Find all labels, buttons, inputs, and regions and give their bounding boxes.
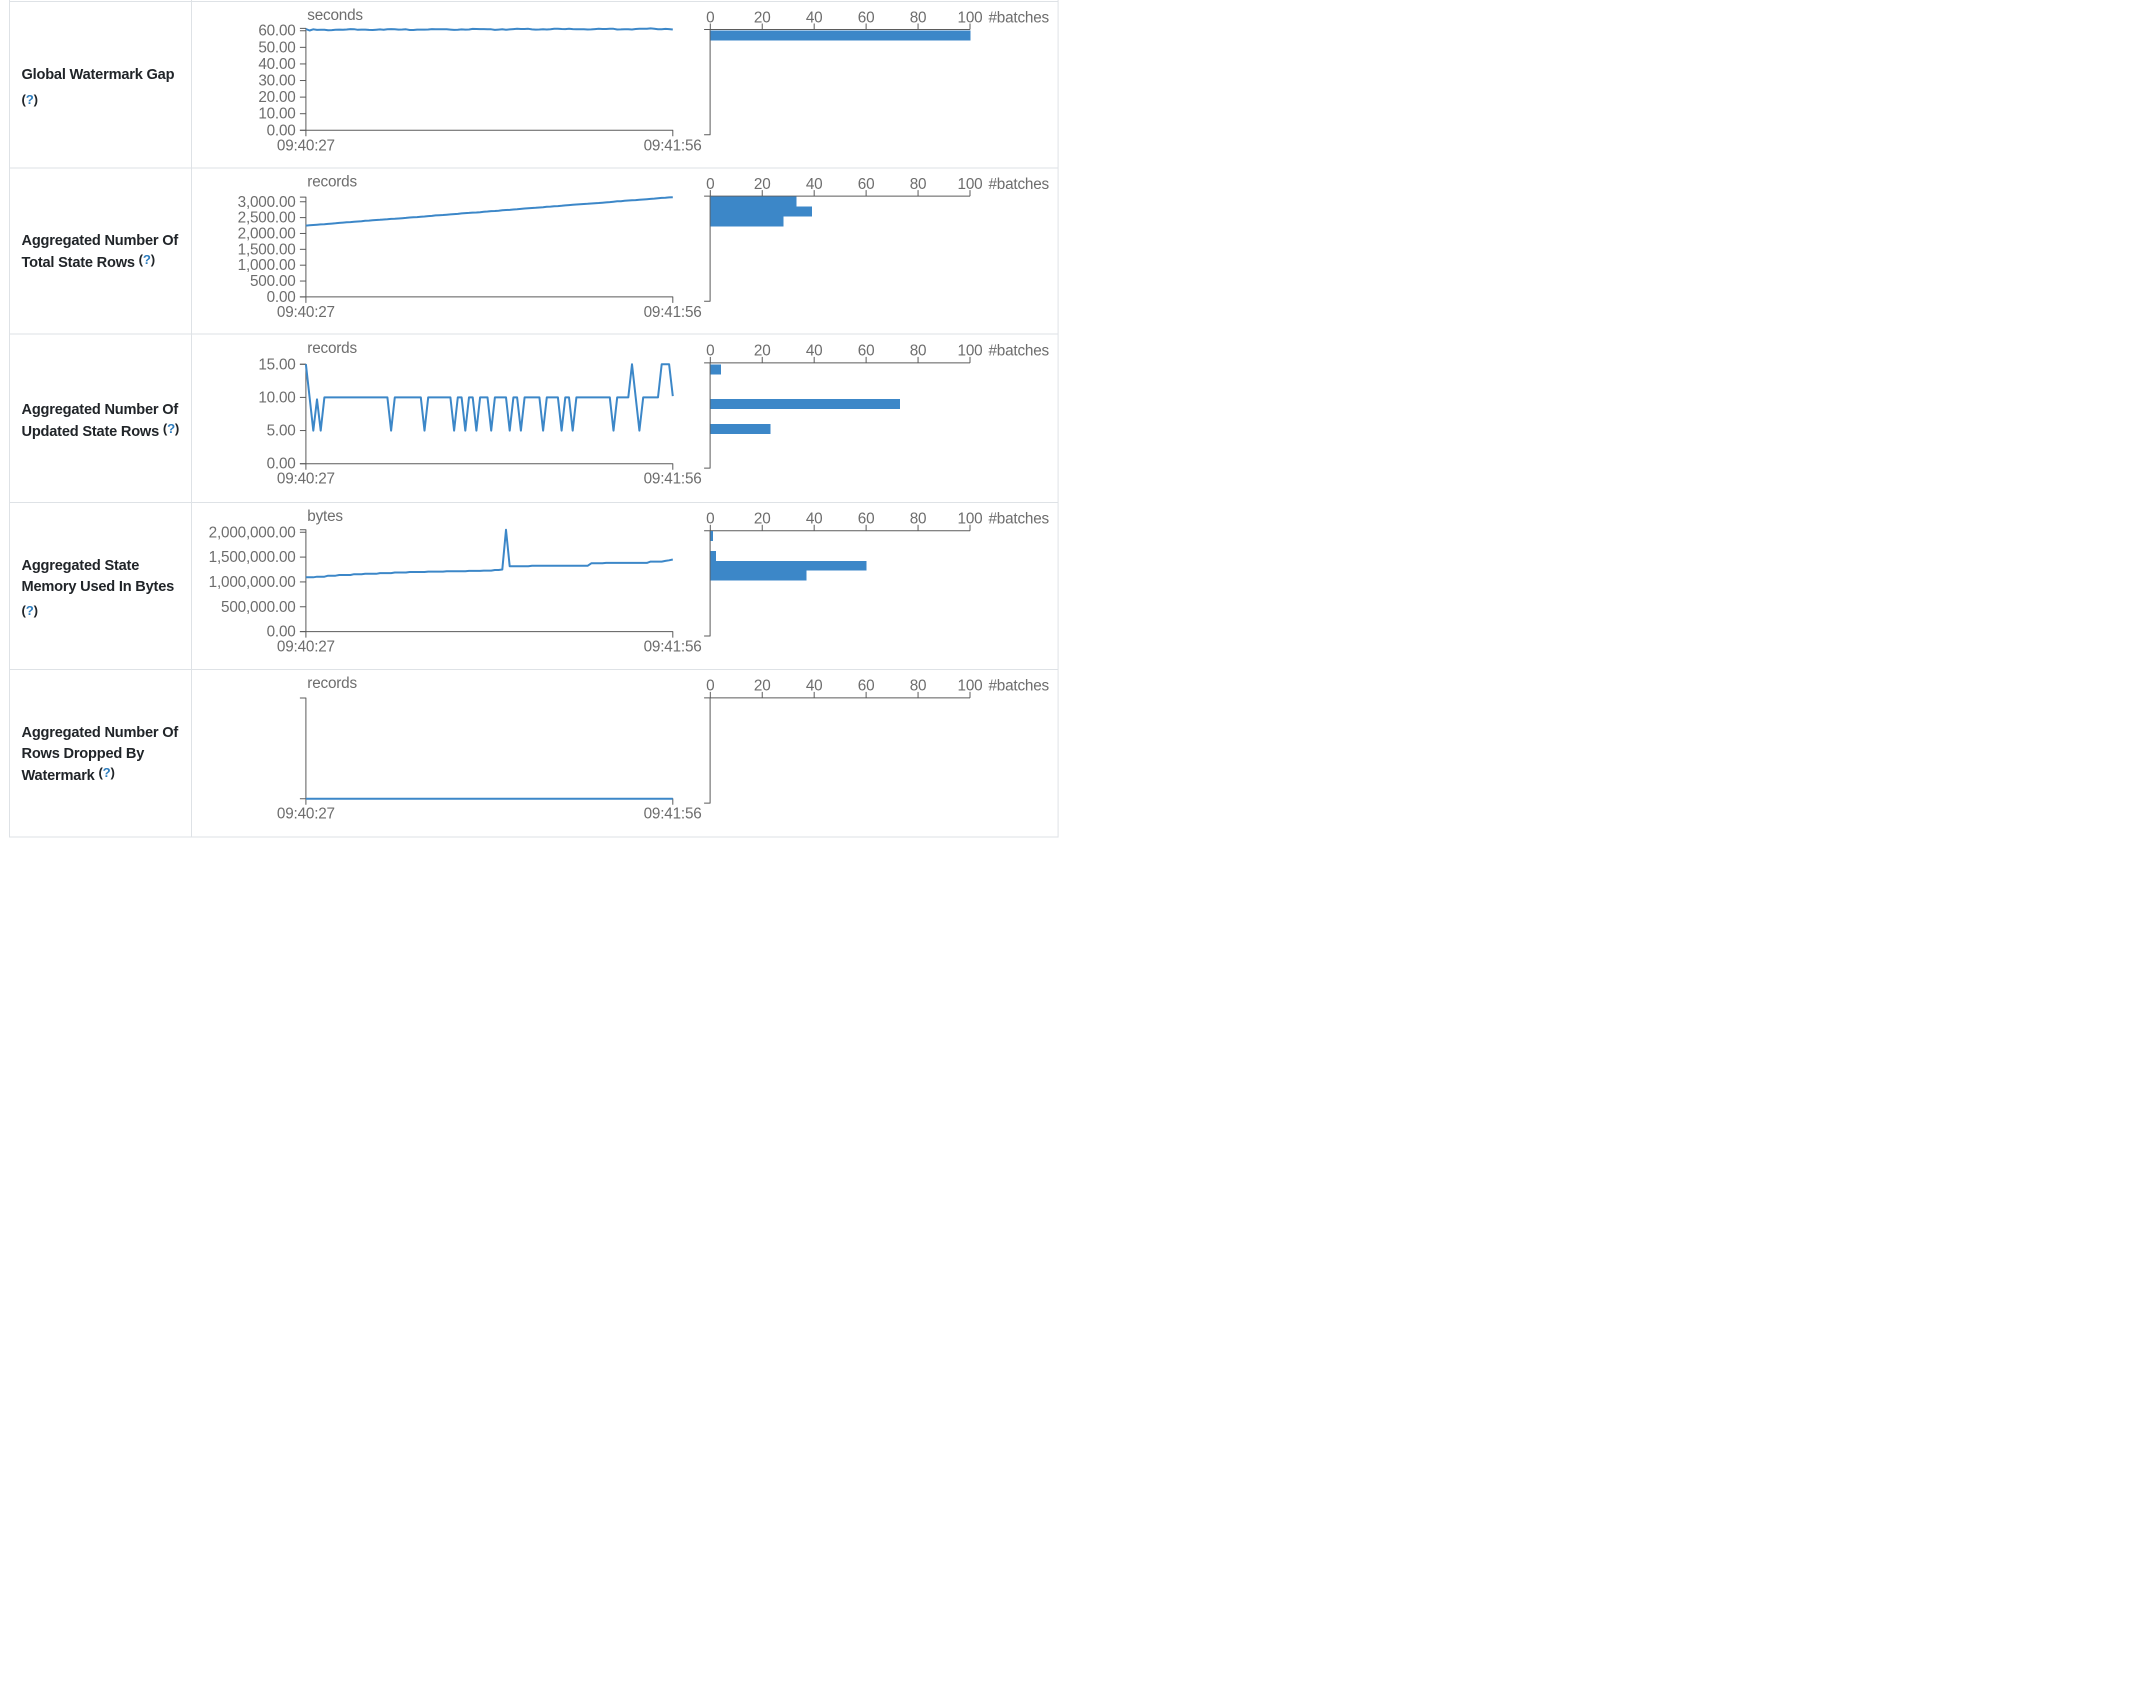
svg-text:0.00: 0.00 <box>267 624 296 641</box>
svg-text:3,000.00: 3,000.00 <box>238 194 296 211</box>
svg-text:0: 0 <box>706 9 714 26</box>
svg-text:09:40:27: 09:40:27 <box>277 806 335 823</box>
svg-text:60.00: 60.00 <box>258 23 295 40</box>
svg-text:1,000.00: 1,000.00 <box>238 257 296 274</box>
svg-text:1,500,000.00: 1,500,000.00 <box>209 549 296 566</box>
svg-text:100: 100 <box>958 343 983 360</box>
svg-text:20.00: 20.00 <box>258 89 295 106</box>
svg-text:20: 20 <box>754 9 771 26</box>
svg-text:100: 100 <box>958 176 983 193</box>
svg-text:10.00: 10.00 <box>258 106 295 123</box>
svg-text:09:41:56: 09:41:56 <box>644 639 702 656</box>
svg-text:40.00: 40.00 <box>258 56 295 73</box>
svg-text:50.00: 50.00 <box>258 39 295 56</box>
svg-text:#batches: #batches <box>989 343 1050 360</box>
svg-text:40: 40 <box>806 511 823 528</box>
svg-text:5.00: 5.00 <box>267 423 296 440</box>
svg-text:0.00: 0.00 <box>267 456 296 473</box>
svg-text:09:40:27: 09:40:27 <box>277 304 335 321</box>
svg-text:0: 0 <box>706 511 714 528</box>
svg-text:#batches: #batches <box>989 176 1050 193</box>
svg-text:100: 100 <box>958 678 983 695</box>
svg-text:500.00: 500.00 <box>250 273 296 290</box>
svg-text:40: 40 <box>806 343 823 360</box>
svg-text:20: 20 <box>754 343 771 360</box>
svg-text:records: records <box>307 173 357 190</box>
svg-text:60: 60 <box>858 176 875 193</box>
svg-text:20: 20 <box>754 678 771 695</box>
svg-text:09:40:27: 09:40:27 <box>277 137 335 154</box>
svg-text:60: 60 <box>858 343 875 360</box>
svg-text:09:40:27: 09:40:27 <box>277 639 335 656</box>
svg-text:2,000,000.00: 2,000,000.00 <box>209 524 296 541</box>
svg-text:100: 100 <box>958 511 983 528</box>
svg-text:80: 80 <box>910 343 927 360</box>
svg-text:records: records <box>307 675 357 692</box>
svg-text:0: 0 <box>706 678 714 695</box>
svg-text:60: 60 <box>858 511 875 528</box>
svg-text:0: 0 <box>706 343 714 360</box>
svg-text:0.00: 0.00 <box>267 122 296 139</box>
svg-text:20: 20 <box>754 511 771 528</box>
svg-text:30.00: 30.00 <box>258 73 295 90</box>
svg-text:60: 60 <box>858 9 875 26</box>
svg-text:records: records <box>307 340 357 357</box>
svg-text:80: 80 <box>910 9 927 26</box>
svg-text:60: 60 <box>858 678 875 695</box>
svg-text:1,500.00: 1,500.00 <box>238 241 296 258</box>
svg-text:1,000,000.00: 1,000,000.00 <box>209 574 296 591</box>
svg-text:0: 0 <box>706 176 714 193</box>
svg-text:seconds: seconds <box>307 7 363 24</box>
svg-text:09:41:56: 09:41:56 <box>644 806 702 823</box>
svg-text:0.00: 0.00 <box>267 289 296 306</box>
svg-text:#batches: #batches <box>989 9 1050 26</box>
svg-text:#batches: #batches <box>989 511 1050 528</box>
svg-text:40: 40 <box>806 176 823 193</box>
svg-text:09:41:56: 09:41:56 <box>644 471 702 488</box>
svg-text:40: 40 <box>806 678 823 695</box>
svg-text:#batches: #batches <box>989 678 1050 695</box>
svg-text:40: 40 <box>806 9 823 26</box>
svg-text:10.00: 10.00 <box>258 389 295 406</box>
svg-text:2,500.00: 2,500.00 <box>238 210 296 227</box>
svg-text:09:41:56: 09:41:56 <box>644 304 702 321</box>
svg-text:500,000.00: 500,000.00 <box>221 599 296 616</box>
svg-text:20: 20 <box>754 176 771 193</box>
svg-text:80: 80 <box>910 176 927 193</box>
svg-text:09:41:56: 09:41:56 <box>644 137 702 154</box>
svg-text:09:40:27: 09:40:27 <box>277 471 335 488</box>
svg-text:bytes: bytes <box>307 508 343 525</box>
svg-text:100: 100 <box>958 9 983 26</box>
svg-text:80: 80 <box>910 511 927 528</box>
svg-text:80: 80 <box>910 678 927 695</box>
svg-text:2,000.00: 2,000.00 <box>238 225 296 242</box>
svg-text:15.00: 15.00 <box>258 356 295 373</box>
